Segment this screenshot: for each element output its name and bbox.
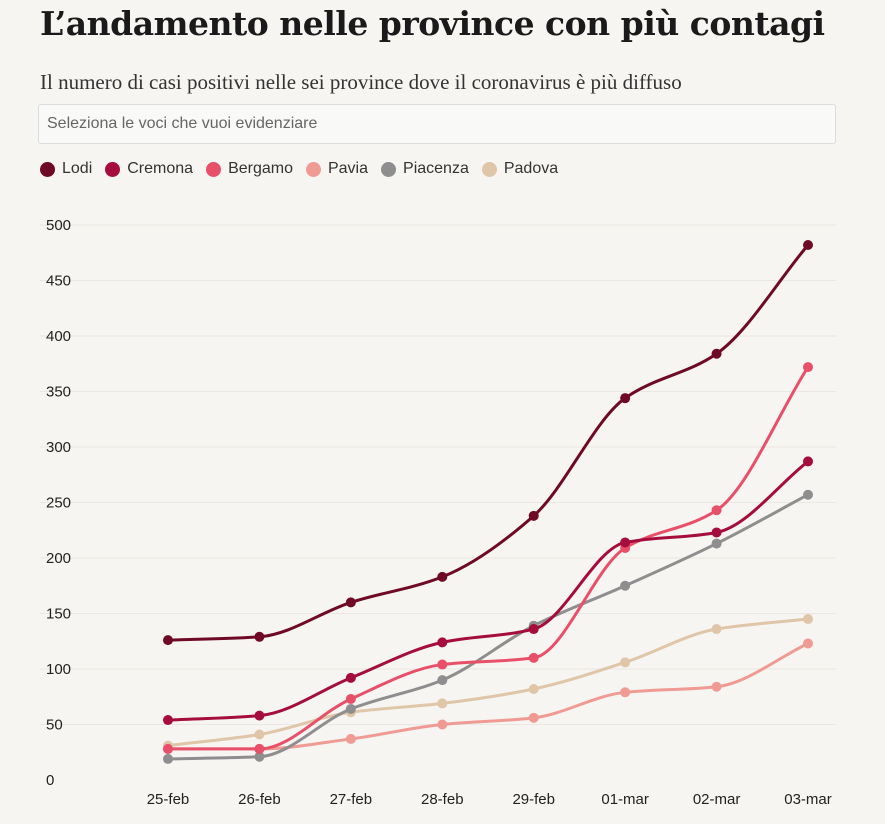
data-point-cremona (163, 715, 173, 726)
data-point-lodi (437, 571, 448, 582)
data-point-cremona (803, 456, 813, 467)
series-line-padova (166, 617, 810, 748)
legend-item-padova[interactable]: Padova (481, 160, 559, 178)
data-point-piacenza (254, 751, 265, 762)
chart-title: L’andamento nelle province con più conta… (40, 4, 825, 43)
legend-swatch-cremona (105, 161, 121, 177)
data-point-cremona (254, 710, 265, 721)
data-point-padova (803, 614, 813, 625)
data-point-padova (711, 624, 722, 635)
y-tick-label: 200 (46, 550, 71, 567)
data-point-padova (254, 729, 265, 740)
legend-label-piacenza: Piacenza (403, 160, 469, 177)
x-tick-label: 25-feb (147, 791, 190, 808)
legend-label-lodi: Lodi (62, 160, 93, 177)
data-point-piacenza (620, 580, 631, 591)
series-line-cremona (166, 459, 810, 722)
x-tick-label: 29-feb (512, 791, 555, 808)
y-tick-label: 0 (46, 772, 54, 789)
data-point-lodi (254, 631, 265, 642)
data-point-piacenza (437, 675, 448, 686)
x-tick-label: 01-mar (601, 791, 649, 808)
y-tick-label: 450 (46, 273, 71, 290)
data-point-padova (528, 683, 539, 694)
data-point-bergamo (163, 743, 173, 754)
data-point-pavia (345, 733, 356, 744)
y-tick-label: 100 (46, 661, 71, 678)
legend-swatch-bergamo (206, 161, 222, 177)
legend-label-cremona: Cremona (127, 160, 194, 177)
data-point-pavia (803, 638, 813, 649)
data-point-piacenza (163, 753, 173, 764)
data-point-lodi (620, 393, 631, 404)
data-point-bergamo (437, 659, 448, 670)
data-point-piacenza (711, 538, 722, 549)
y-tick-label: 250 (46, 495, 71, 512)
data-point-lodi (803, 239, 813, 250)
series-line-lodi (166, 243, 810, 642)
legend-swatch-piacenza (381, 161, 397, 177)
y-tick-label: 150 (46, 606, 71, 623)
y-tick-label: 300 (46, 439, 71, 456)
data-point-piacenza (345, 703, 356, 714)
data-point-bergamo (803, 362, 813, 373)
legend-item-lodi[interactable]: Lodi (40, 160, 92, 178)
data-point-lodi (528, 510, 539, 521)
legend-label-padova: Padova (503, 160, 559, 177)
series-line-piacenza (166, 493, 810, 761)
y-tick-label: 400 (46, 328, 71, 345)
legend-swatch-pavia (305, 161, 321, 177)
data-point-bergamo (254, 743, 265, 754)
legend-label-pavia: Pavia (327, 160, 369, 177)
legend-swatch-lodi (40, 161, 55, 177)
x-tick-label: 28-feb (421, 791, 464, 808)
legend: Lodi Cremona Bergamo Pavia Piacenza Padova (40, 160, 571, 178)
data-point-cremona (528, 624, 539, 635)
data-point-bergamo (528, 652, 539, 663)
y-tick-label: 350 (46, 384, 71, 401)
data-point-cremona (711, 527, 722, 538)
data-point-bergamo (345, 693, 356, 704)
data-point-cremona (437, 637, 448, 648)
data-point-cremona (345, 672, 356, 683)
data-point-pavia (528, 712, 539, 723)
legend-item-cremona[interactable]: Cremona (105, 160, 193, 178)
x-tick-label: 26-feb (238, 791, 281, 808)
data-point-lodi (163, 635, 173, 646)
legend-label-bergamo: Bergamo (228, 160, 293, 177)
data-point-piacenza (803, 489, 813, 500)
x-tick-label: 27-feb (330, 791, 373, 808)
data-point-lodi (345, 597, 356, 608)
data-point-pavia (620, 687, 631, 698)
data-point-pavia (711, 681, 722, 692)
data-point-padova (437, 698, 448, 709)
y-tick-label: 500 (46, 217, 71, 234)
data-point-pavia (437, 719, 448, 730)
x-tick-label: 02-mar (693, 791, 741, 808)
data-point-padova (620, 657, 631, 668)
legend-swatch-padova (481, 161, 497, 177)
highlight-search-input[interactable] (38, 104, 836, 144)
x-tick-label: 03-mar (784, 791, 832, 808)
chart-subtitle: Il numero di casi positivi nelle sei pro… (40, 70, 682, 94)
data-point-bergamo (711, 505, 722, 516)
legend-item-bergamo[interactable]: Bergamo (206, 160, 293, 178)
legend-item-pavia[interactable]: Pavia (305, 160, 369, 178)
y-tick-label: 50 (46, 717, 63, 734)
data-point-cremona (620, 537, 631, 548)
data-point-lodi (711, 348, 722, 359)
legend-item-piacenza[interactable]: Piacenza (381, 160, 469, 178)
